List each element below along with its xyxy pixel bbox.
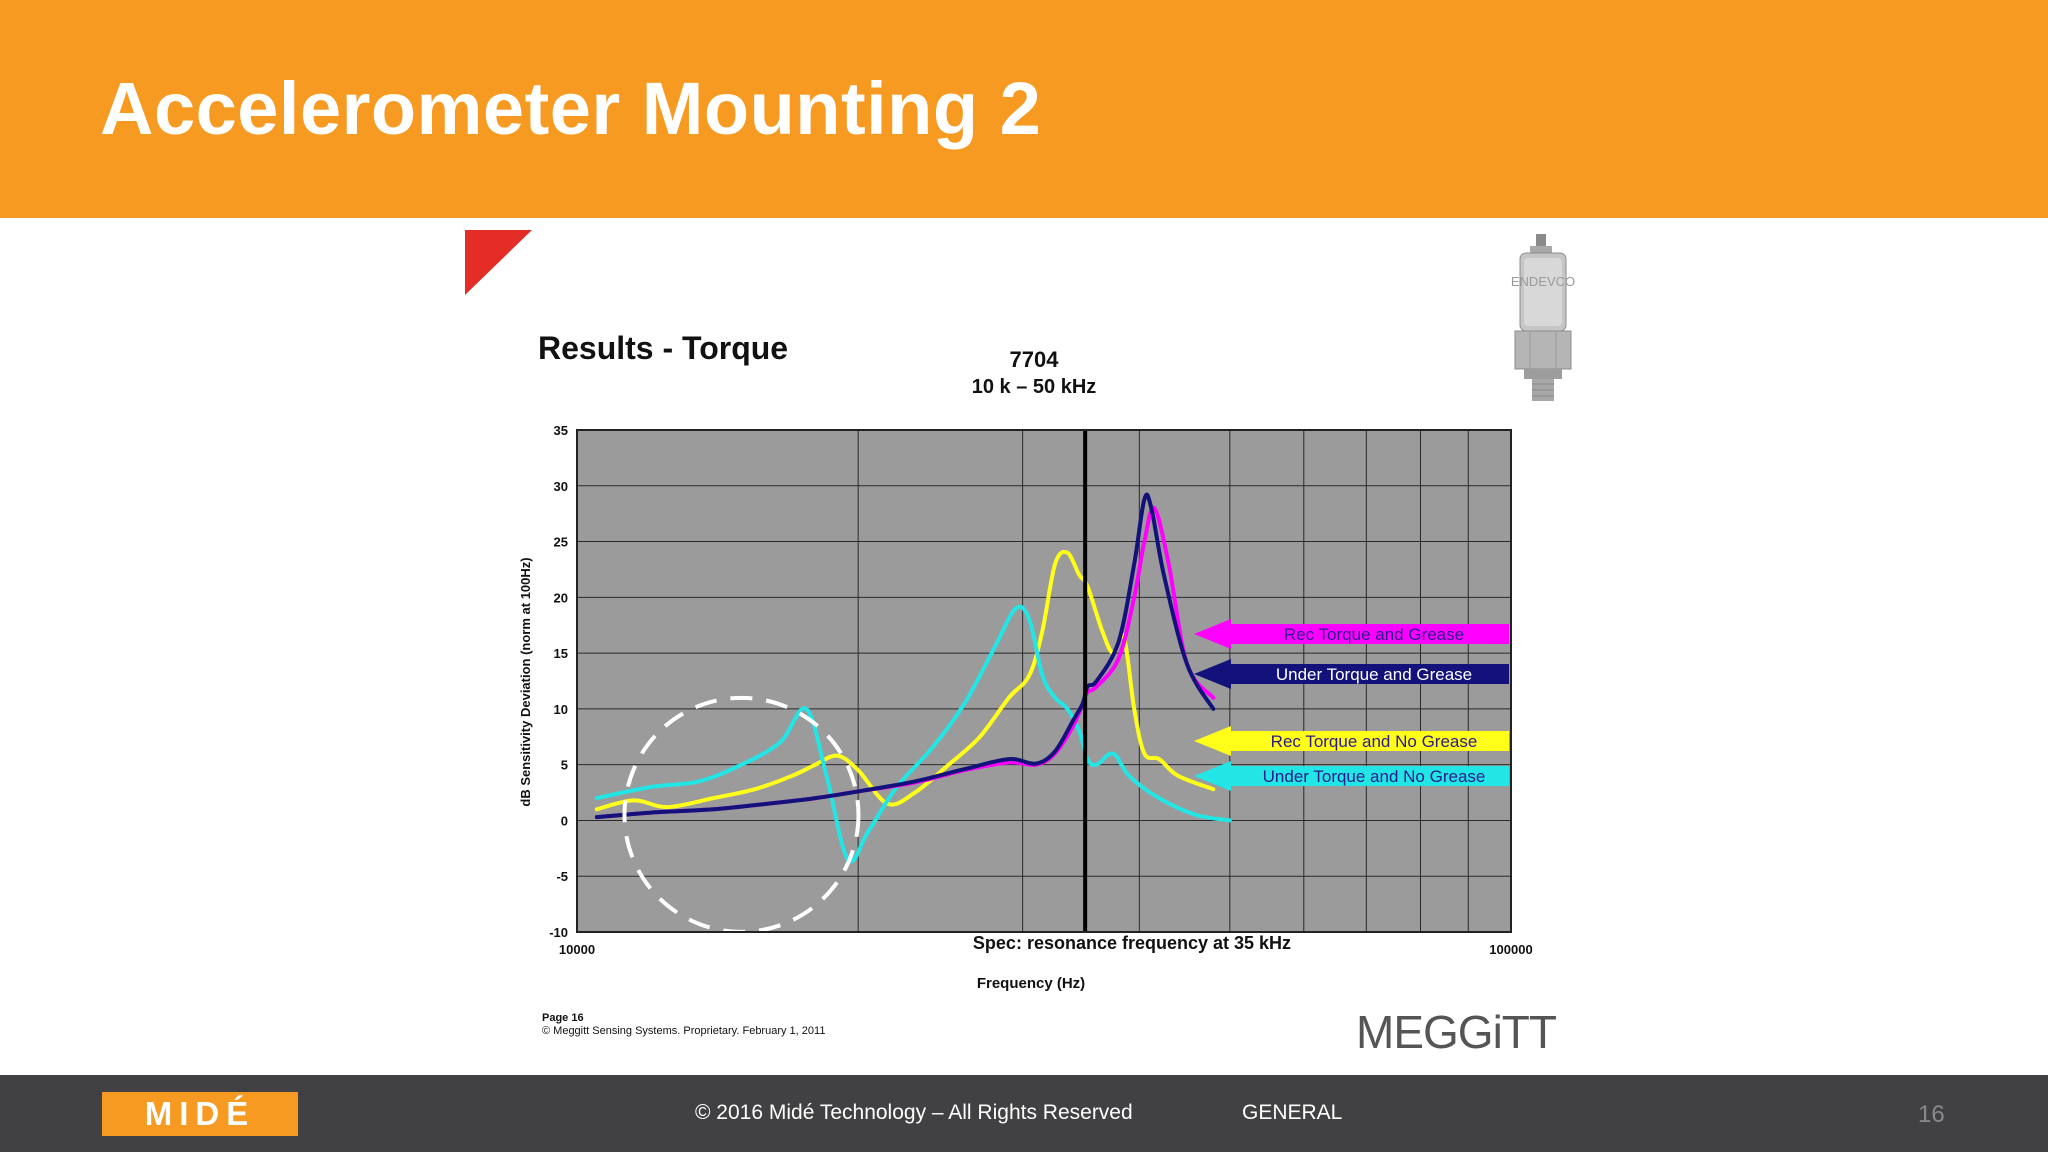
legend-arrow bbox=[1194, 726, 1509, 756]
plot-border bbox=[576, 429, 1512, 933]
footer-page-number: 16 bbox=[1918, 1101, 1945, 1128]
legend-arrow bbox=[1194, 619, 1509, 649]
legend-arrow bbox=[1194, 659, 1509, 689]
axis-ticks: -10 -5 0 5 10 15 20 25 30 35 10000 100000 bbox=[549, 423, 1532, 957]
x-tick-label: 10000 bbox=[559, 942, 595, 957]
series-lines bbox=[594, 492, 1232, 864]
series-line bbox=[594, 492, 1216, 820]
y-tick-label: 5 bbox=[561, 758, 568, 773]
slide-title: Accelerometer Mounting 2 bbox=[100, 67, 1042, 150]
mide-logo: MIDÉ bbox=[102, 1092, 298, 1136]
spec-note: Spec: resonance frequency at 35 kHz bbox=[973, 933, 1291, 953]
legend-label: Under Torque and No Grease bbox=[1263, 767, 1486, 786]
overlays: Rec Torque and Grease Under Torque and Gr… bbox=[622, 430, 1509, 934]
chart-figure: ENDEVCO Results - Torque 7704 10 k – 50 … bbox=[460, 228, 1600, 1056]
legend-label: Rec Torque and Grease bbox=[1284, 625, 1464, 644]
legend-arrow bbox=[1194, 761, 1509, 791]
series-line bbox=[594, 549, 1216, 812]
chart-heading: Results - Torque bbox=[538, 330, 788, 366]
y-tick-label: -10 bbox=[549, 925, 568, 940]
frequency-band: 10 k – 50 kHz bbox=[972, 376, 1097, 398]
y-tick-label: 30 bbox=[554, 479, 568, 494]
y-tick-label: 20 bbox=[554, 590, 568, 605]
meggitt-logo: MEGGiTT bbox=[1356, 1006, 1557, 1056]
header-bar: Accelerometer Mounting 2 bbox=[0, 0, 2048, 218]
page-label: Page 16 bbox=[542, 1012, 584, 1024]
y-tick-label: -5 bbox=[556, 869, 568, 884]
x-tick-label: 100000 bbox=[1489, 942, 1532, 957]
y-tick-label: 10 bbox=[554, 702, 568, 717]
x-axis-title: Frequency (Hz) bbox=[977, 975, 1085, 992]
model-number: 7704 bbox=[1010, 347, 1060, 372]
y-tick-label: 25 bbox=[554, 535, 568, 550]
series-line bbox=[594, 604, 1232, 864]
chart-svg: ENDEVCO Results - Torque 7704 10 k – 50 … bbox=[465, 230, 1575, 1056]
y-axis-title: dB Sensitivity Deviation (norm at 100Hz) bbox=[518, 557, 533, 806]
sensor-label: ENDEVCO bbox=[1511, 274, 1575, 289]
footer-bar: MIDÉ © 2016 Midé Technology – All Rights… bbox=[0, 1075, 2048, 1152]
legend-label: Under Torque and Grease bbox=[1276, 665, 1472, 684]
y-tick-label: 0 bbox=[561, 813, 568, 828]
red-corner-mark bbox=[465, 230, 532, 295]
y-tick-label: 35 bbox=[554, 423, 568, 438]
meggitt-copyright: © Meggitt Sensing Systems. Proprietary. … bbox=[542, 1025, 825, 1037]
legend-label: Rec Torque and No Grease bbox=[1271, 732, 1478, 751]
y-tick-label: 15 bbox=[554, 646, 568, 661]
accelerometer-image: ENDEVCO bbox=[1511, 234, 1575, 401]
footer-copyright: © 2016 Midé Technology – All Rights Rese… bbox=[695, 1101, 1133, 1124]
footer-classification: GENERAL bbox=[1242, 1101, 1343, 1124]
